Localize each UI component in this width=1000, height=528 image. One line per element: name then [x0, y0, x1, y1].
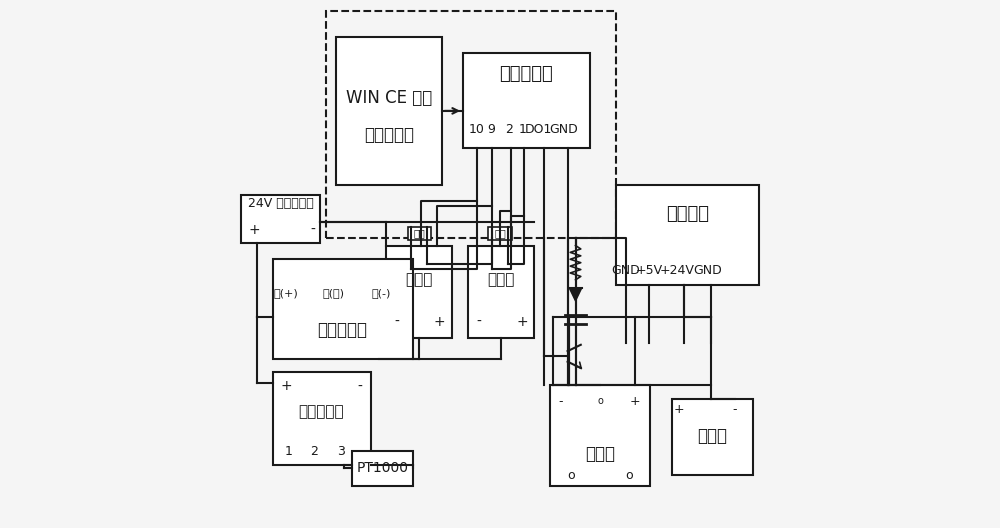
FancyBboxPatch shape: [463, 53, 590, 148]
Text: -: -: [395, 315, 399, 329]
Text: 黄(-): 黄(-): [372, 288, 391, 298]
FancyBboxPatch shape: [352, 451, 413, 486]
Text: 数据采集卡: 数据采集卡: [500, 65, 553, 83]
Text: -: -: [733, 403, 737, 416]
Text: 24V 直流稳压源: 24V 直流稳压源: [248, 197, 314, 210]
Text: +: +: [517, 315, 529, 329]
Text: 10: 10: [468, 123, 484, 136]
Text: +24V: +24V: [660, 264, 695, 277]
Text: 隔离器: 隔离器: [406, 272, 433, 287]
FancyBboxPatch shape: [672, 399, 753, 475]
Text: +5V: +5V: [636, 264, 663, 277]
Text: 电磁阀: 电磁阀: [697, 427, 727, 445]
Text: +: +: [249, 223, 260, 237]
Text: DO1: DO1: [525, 123, 552, 136]
FancyBboxPatch shape: [273, 372, 371, 465]
FancyBboxPatch shape: [488, 227, 512, 240]
Text: 3: 3: [337, 445, 344, 458]
FancyBboxPatch shape: [550, 385, 650, 486]
Text: GND: GND: [693, 264, 722, 277]
FancyBboxPatch shape: [408, 227, 431, 240]
Text: -: -: [310, 223, 315, 237]
Text: +: +: [433, 315, 445, 329]
Text: 1: 1: [285, 445, 293, 458]
Text: 9: 9: [487, 123, 495, 136]
Text: 红(+): 红(+): [274, 288, 299, 298]
Text: GND: GND: [611, 264, 640, 277]
FancyBboxPatch shape: [273, 259, 413, 359]
Text: GND: GND: [549, 123, 578, 136]
Text: o: o: [626, 469, 633, 482]
Text: 2: 2: [310, 445, 318, 458]
Text: 温度变送器: 温度变送器: [299, 404, 344, 419]
Text: -: -: [558, 395, 563, 408]
Text: o: o: [567, 469, 575, 482]
Text: 开关电源: 开关电源: [666, 205, 709, 223]
FancyBboxPatch shape: [616, 185, 759, 285]
Text: 电阻: 电阻: [413, 229, 425, 238]
FancyBboxPatch shape: [386, 246, 452, 338]
FancyBboxPatch shape: [468, 246, 534, 338]
Text: 电阻: 电阻: [494, 229, 506, 238]
Text: 2: 2: [506, 123, 513, 136]
Text: +: +: [673, 403, 684, 416]
Text: o: o: [597, 397, 603, 406]
Text: 的工控终端: 的工控终端: [364, 126, 414, 144]
Text: -: -: [358, 380, 363, 393]
Text: +: +: [280, 380, 292, 393]
Text: PT1000: PT1000: [356, 461, 408, 475]
Text: 蓝(地): 蓝(地): [323, 288, 345, 298]
Text: WIN CE 系统: WIN CE 系统: [346, 89, 432, 107]
Polygon shape: [569, 288, 582, 301]
Text: 1: 1: [519, 123, 527, 136]
Text: +: +: [629, 395, 640, 408]
Text: 隔离器: 隔离器: [487, 272, 515, 287]
FancyBboxPatch shape: [336, 37, 442, 185]
FancyBboxPatch shape: [241, 195, 320, 243]
Text: 继电器: 继电器: [585, 445, 615, 463]
Text: 差压变送器: 差压变送器: [318, 321, 368, 339]
Text: -: -: [476, 315, 481, 329]
